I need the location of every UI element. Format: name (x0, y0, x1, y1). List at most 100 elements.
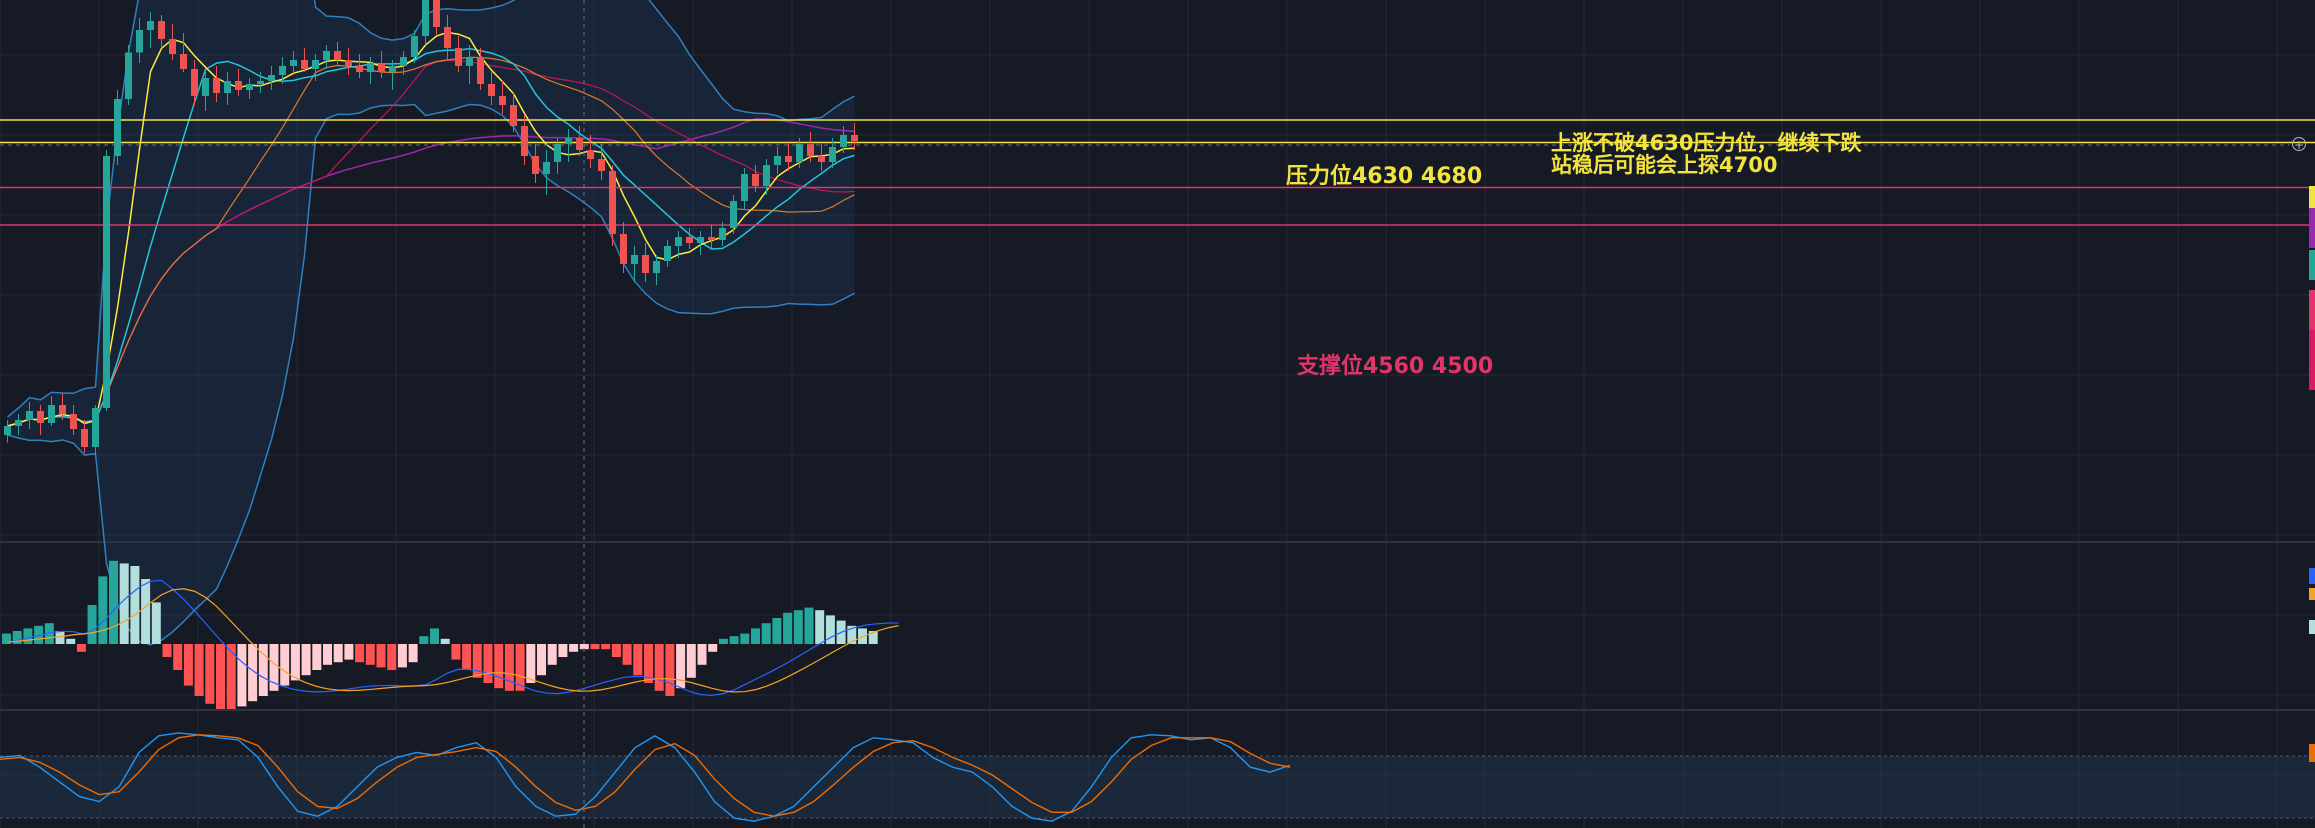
candle-body (587, 150, 594, 159)
stochastic-D-line (0, 734, 1291, 817)
candle-body (103, 156, 110, 408)
candle-body (785, 156, 792, 162)
macd-histogram-bar (290, 644, 300, 681)
candle-body (26, 411, 33, 420)
candle-body (510, 105, 517, 126)
candle-body (92, 408, 99, 447)
macd-histogram-bar (280, 644, 290, 686)
macd-histogram-bar (269, 644, 279, 691)
candle-body (532, 156, 539, 174)
candle-body (521, 126, 528, 156)
candle-body (741, 174, 748, 201)
candle-body (422, 0, 429, 36)
candle-body (455, 48, 462, 66)
candle-body (565, 138, 572, 144)
candle-body (433, 0, 440, 27)
macd-histogram-bar (440, 638, 450, 644)
candle-body (488, 84, 495, 96)
macd-histogram-bar (365, 644, 375, 665)
candle-body (763, 165, 770, 186)
candle-body (609, 171, 616, 234)
outlook-note: 上涨不破4630压力位，继续下跌 站稳后可能会上探4700 (1551, 132, 1861, 176)
macd-histogram-bar (579, 644, 589, 650)
candle-body (807, 144, 814, 156)
candle-body (312, 60, 319, 69)
candle-body (378, 63, 385, 72)
candle-body (257, 81, 264, 84)
macd-pane[interactable] (2, 560, 899, 709)
macd-histogram-bar (151, 602, 161, 644)
macd-histogram-bar (654, 644, 664, 691)
candle-body (147, 21, 154, 30)
macd-histogram-bar (183, 644, 193, 686)
macd-histogram-bar (644, 644, 653, 683)
macd-histogram-bar (504, 644, 514, 691)
candle-body (730, 201, 737, 228)
resistance-label: 压力位4630 4680 (1286, 164, 1483, 189)
macd-histogram-bar (323, 644, 332, 665)
macd-histogram-bar (515, 644, 525, 691)
candle-body (180, 54, 187, 69)
candle-body (818, 156, 825, 162)
candle-body (202, 78, 209, 96)
edge-marker-orange (2309, 588, 2315, 600)
macd-histogram-bar (419, 636, 429, 644)
macd-histogram-bar (847, 625, 857, 644)
candle-body (191, 69, 198, 96)
candle-body (499, 96, 506, 105)
candle-body (70, 414, 77, 429)
macd-histogram-bar (622, 644, 632, 665)
edge-marker-stoch (2309, 744, 2315, 762)
crosshair-plus-icon[interactable]: + (2292, 137, 2306, 152)
candle-body (59, 405, 66, 414)
macd-histogram-bar (633, 644, 643, 676)
edge-marker-red (2309, 290, 2315, 330)
macd-histogram-bar (772, 618, 782, 644)
macd-histogram-bar (729, 636, 739, 644)
macd-histogram-bar (333, 644, 343, 663)
macd-histogram-bar (376, 644, 386, 668)
macd-histogram-bar (547, 644, 557, 665)
outlook-line-1: 上涨不破4630压力位，继续下跌 (1551, 131, 1862, 155)
candle-body (169, 39, 176, 54)
candle-body (466, 57, 473, 66)
macd-histogram-bar (697, 644, 707, 665)
stochastic-pane[interactable] (0, 732, 2315, 822)
macd-histogram-bar (815, 610, 825, 644)
candle-body (719, 228, 726, 240)
macd-histogram-bar (130, 566, 140, 644)
candle-body (851, 135, 858, 141)
candle-body (158, 21, 165, 39)
macd-histogram-bar (783, 612, 793, 644)
macd-histogram-bar (205, 644, 215, 704)
macd-histogram-bar (216, 644, 225, 709)
macd-histogram-bar (408, 644, 418, 663)
candle-body (125, 52, 132, 99)
macd-histogram-bar (2, 633, 11, 644)
ma-20-line (7, 56, 855, 427)
candle-body (81, 429, 88, 447)
macd-histogram-bar (397, 644, 407, 668)
candle-body (664, 246, 671, 261)
macd-histogram-bar (825, 615, 835, 644)
candle-body (279, 66, 286, 75)
macd-histogram-bar (12, 631, 22, 644)
macd-histogram-bar (611, 644, 621, 657)
candle-body (301, 60, 308, 69)
macd-histogram-bar (462, 644, 472, 670)
candle-body (697, 237, 704, 243)
price-pane[interactable] (0, 0, 2315, 646)
candle-body (268, 75, 275, 81)
macd-histogram-bar (569, 644, 579, 652)
macd-histogram-bar (601, 644, 611, 650)
macd-histogram-bar (44, 623, 54, 644)
edge-marker-purple (2309, 208, 2315, 248)
macd-histogram-bar (740, 633, 750, 644)
candle-body (686, 237, 693, 243)
candle-body (224, 81, 231, 93)
candle-body (653, 261, 660, 273)
macd-histogram-bar (665, 644, 675, 696)
candle-body (114, 99, 121, 156)
